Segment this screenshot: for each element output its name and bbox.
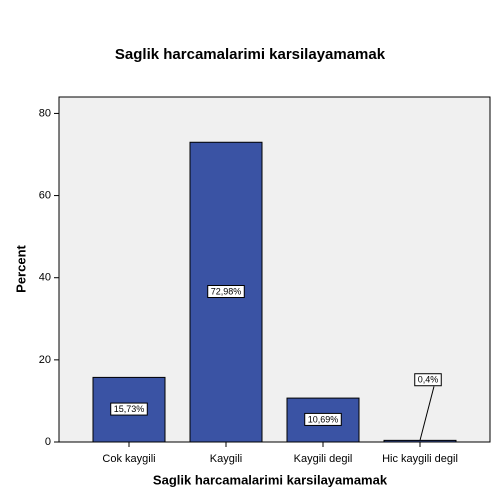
y-axis-label: Percent: [13, 244, 28, 292]
x-axis-label: Saglik harcamalarimi karsilayamamak: [153, 472, 388, 487]
value-label: 10,69%: [308, 414, 339, 424]
y-tick-label: 60: [39, 189, 51, 201]
value-label: 72,98%: [211, 287, 242, 297]
chart-title: Saglik harcamalarimi karsilayamamak: [115, 46, 386, 63]
value-label-box: [304, 412, 342, 426]
y-tick-label: 40: [39, 272, 51, 284]
x-tick-label: Hic kaygili degil: [382, 453, 458, 465]
y-tick-label: 0: [45, 436, 51, 448]
y-tick-label: 20: [39, 354, 51, 366]
leader-line: [419, 386, 435, 441]
value-label: 15,73%: [114, 404, 145, 414]
x-tick-label: Cok kaygili: [102, 453, 155, 465]
x-tick-label: Kaygili: [210, 453, 242, 465]
value-label-box: [110, 402, 148, 416]
value-label-box: [207, 285, 245, 299]
y-tick-label: 80: [39, 107, 51, 119]
value-label-box: [414, 373, 442, 387]
value-label: 0,4%: [418, 375, 439, 385]
x-tick-label: Kaygili degil: [294, 453, 353, 465]
